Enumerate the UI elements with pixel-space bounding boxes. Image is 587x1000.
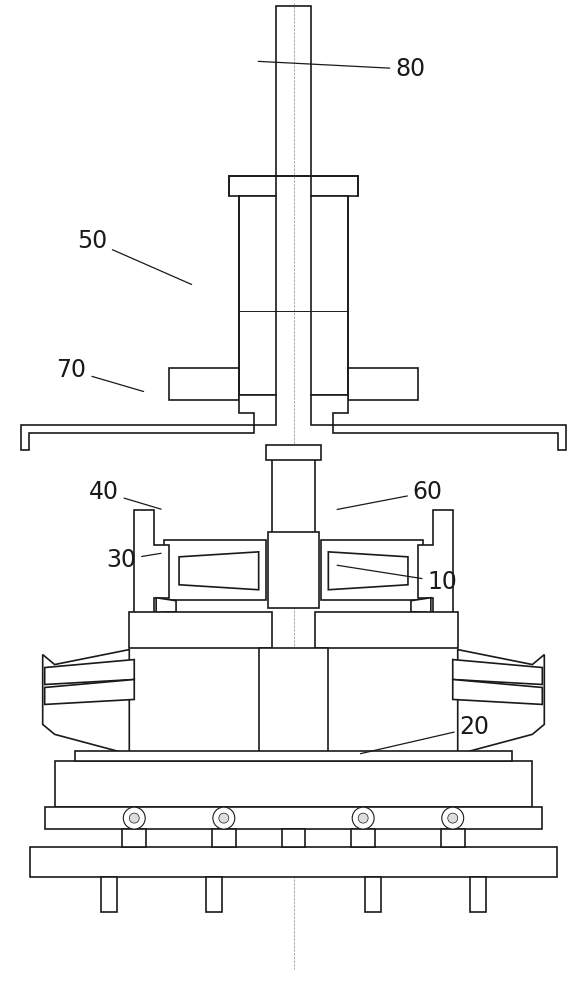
Polygon shape (122, 829, 146, 847)
Polygon shape (312, 176, 358, 196)
Polygon shape (45, 680, 134, 704)
Circle shape (442, 807, 464, 829)
Text: 10: 10 (337, 565, 457, 594)
Polygon shape (282, 829, 305, 847)
Text: 80: 80 (258, 57, 426, 81)
Polygon shape (266, 445, 321, 460)
Polygon shape (43, 650, 129, 754)
Polygon shape (315, 612, 458, 648)
Polygon shape (156, 616, 176, 631)
Text: 30: 30 (106, 548, 161, 572)
Polygon shape (206, 877, 222, 912)
Text: 70: 70 (56, 358, 144, 392)
Polygon shape (212, 829, 236, 847)
Polygon shape (365, 877, 381, 912)
Circle shape (448, 813, 458, 823)
Polygon shape (275, 6, 312, 176)
Polygon shape (351, 829, 375, 847)
Polygon shape (169, 368, 239, 400)
Polygon shape (312, 395, 566, 450)
Polygon shape (21, 395, 275, 450)
Polygon shape (458, 650, 544, 754)
Polygon shape (441, 829, 465, 847)
Polygon shape (55, 761, 532, 807)
Polygon shape (179, 552, 259, 590)
Polygon shape (156, 598, 176, 613)
Circle shape (123, 807, 145, 829)
Polygon shape (348, 368, 418, 400)
Circle shape (352, 807, 374, 829)
Polygon shape (45, 807, 542, 829)
Polygon shape (470, 877, 485, 912)
Circle shape (129, 813, 139, 823)
Circle shape (219, 813, 229, 823)
Polygon shape (129, 612, 272, 648)
Polygon shape (102, 877, 117, 912)
Polygon shape (272, 450, 315, 545)
Polygon shape (259, 648, 328, 759)
Polygon shape (418, 510, 453, 618)
Polygon shape (45, 660, 134, 684)
Polygon shape (312, 196, 348, 395)
Polygon shape (453, 680, 542, 704)
Circle shape (213, 807, 235, 829)
Circle shape (358, 813, 368, 823)
Polygon shape (134, 510, 169, 618)
Polygon shape (321, 540, 423, 600)
Polygon shape (30, 847, 557, 877)
Polygon shape (229, 176, 275, 196)
Text: 50: 50 (77, 229, 191, 284)
Polygon shape (268, 532, 319, 608)
Text: 60: 60 (337, 480, 443, 509)
Polygon shape (239, 196, 275, 395)
Polygon shape (411, 598, 431, 613)
Polygon shape (328, 552, 408, 590)
Polygon shape (75, 751, 512, 761)
Polygon shape (164, 540, 266, 600)
Polygon shape (411, 616, 431, 631)
Text: 40: 40 (89, 480, 161, 509)
Text: 20: 20 (360, 715, 490, 754)
Polygon shape (453, 660, 542, 684)
